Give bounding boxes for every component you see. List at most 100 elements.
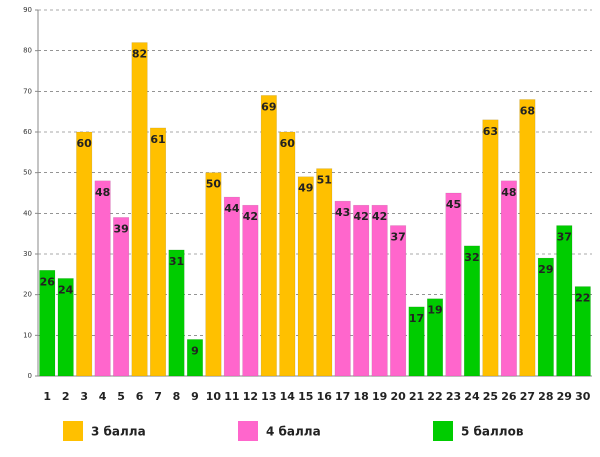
x-tick-label: 15 <box>298 390 313 403</box>
y-tick-label: 80 <box>23 47 32 55</box>
bar <box>353 204 370 377</box>
x-tick-label: 20 <box>390 390 406 403</box>
bar <box>131 42 148 377</box>
x-tick-label: 19 <box>372 390 387 403</box>
value-label: 26 <box>40 275 56 288</box>
y-tick-label: 70 <box>23 87 32 95</box>
bar <box>390 225 407 377</box>
value-label: 63 <box>483 125 498 138</box>
legend-label: 5 баллов <box>461 425 524 439</box>
value-label: 49 <box>298 182 313 195</box>
value-label: 37 <box>557 231 572 244</box>
x-tick-label: 14 <box>280 390 296 403</box>
x-tick-label: 3 <box>80 390 88 403</box>
bar <box>260 95 277 377</box>
bar <box>316 168 333 377</box>
bar <box>57 278 74 377</box>
bar <box>150 127 167 377</box>
value-label: 43 <box>335 206 350 219</box>
x-tick-label: 11 <box>224 390 239 403</box>
bar <box>500 180 517 377</box>
y-tick-label: 20 <box>23 291 32 299</box>
y-tick-label: 10 <box>23 331 32 339</box>
bar <box>279 131 296 377</box>
x-tick-label: 8 <box>173 390 181 403</box>
x-tick-label: 25 <box>483 390 498 403</box>
bar <box>297 176 314 377</box>
value-label: 48 <box>95 186 110 199</box>
x-tick-label: 27 <box>520 390 535 403</box>
y-tick-label: 90 <box>23 6 32 14</box>
value-label: 37 <box>390 231 405 244</box>
value-label: 51 <box>317 174 332 187</box>
legend-label: 4 балла <box>266 425 321 439</box>
value-label: 42 <box>354 210 369 223</box>
x-tick-label: 22 <box>427 390 442 403</box>
bar <box>242 204 259 377</box>
bar <box>371 204 388 377</box>
x-tick-label: 5 <box>117 390 125 403</box>
y-tick-label: 60 <box>23 128 32 136</box>
value-label: 44 <box>224 202 240 215</box>
bar <box>574 286 591 377</box>
x-tick-label: 23 <box>446 390 461 403</box>
x-tick-label: 6 <box>136 390 144 403</box>
bar <box>427 298 444 377</box>
value-label: 39 <box>113 222 128 235</box>
value-label: 9 <box>191 344 199 357</box>
value-label: 60 <box>280 137 296 150</box>
x-tick-label: 7 <box>154 390 162 403</box>
value-label: 42 <box>243 210 258 223</box>
value-label: 19 <box>427 304 442 317</box>
x-tick-label: 29 <box>557 390 572 403</box>
value-label: 50 <box>206 178 222 191</box>
x-tick-label: 12 <box>243 390 258 403</box>
x-tick-label: 28 <box>538 390 553 403</box>
legend-swatch <box>238 421 258 441</box>
bar <box>482 119 499 377</box>
value-label: 42 <box>372 210 387 223</box>
legend-swatch <box>433 421 453 441</box>
bar <box>76 131 93 377</box>
bar <box>519 99 536 377</box>
x-tick-label: 1 <box>43 390 51 403</box>
x-tick-label: 13 <box>261 390 276 403</box>
x-tick-label: 21 <box>409 390 424 403</box>
x-tick-label: 17 <box>335 390 350 403</box>
y-tick-label: 0 <box>28 372 32 380</box>
x-tick-label: 16 <box>317 390 333 403</box>
value-label: 82 <box>132 48 147 61</box>
x-tick-label: 9 <box>191 390 199 403</box>
y-tick-label: 30 <box>23 250 32 258</box>
y-tick-label: 40 <box>23 209 32 217</box>
bar <box>463 245 480 377</box>
y-tick-label: 50 <box>23 169 32 177</box>
bar <box>39 270 56 377</box>
bar <box>408 306 425 377</box>
value-label: 68 <box>520 104 535 117</box>
x-tick-label: 2 <box>62 390 70 403</box>
value-label: 45 <box>446 198 461 211</box>
x-tick-label: 18 <box>354 390 369 403</box>
value-label: 29 <box>538 263 553 276</box>
bar <box>168 249 185 377</box>
value-label: 60 <box>77 137 93 150</box>
bar <box>445 192 462 377</box>
legend-swatch <box>63 421 83 441</box>
value-label: 31 <box>169 255 184 268</box>
value-label: 69 <box>261 100 276 113</box>
bar <box>537 257 554 377</box>
bar <box>113 217 130 377</box>
bar <box>186 339 203 377</box>
x-tick-label: 10 <box>206 390 222 403</box>
value-label: 22 <box>575 292 590 305</box>
value-label: 48 <box>501 186 516 199</box>
value-label: 61 <box>150 133 165 146</box>
bar <box>94 180 111 377</box>
bar <box>556 225 573 377</box>
value-label: 17 <box>409 312 424 325</box>
x-tick-label: 30 <box>575 390 591 403</box>
bar <box>334 200 351 377</box>
x-tick-label: 26 <box>501 390 517 403</box>
